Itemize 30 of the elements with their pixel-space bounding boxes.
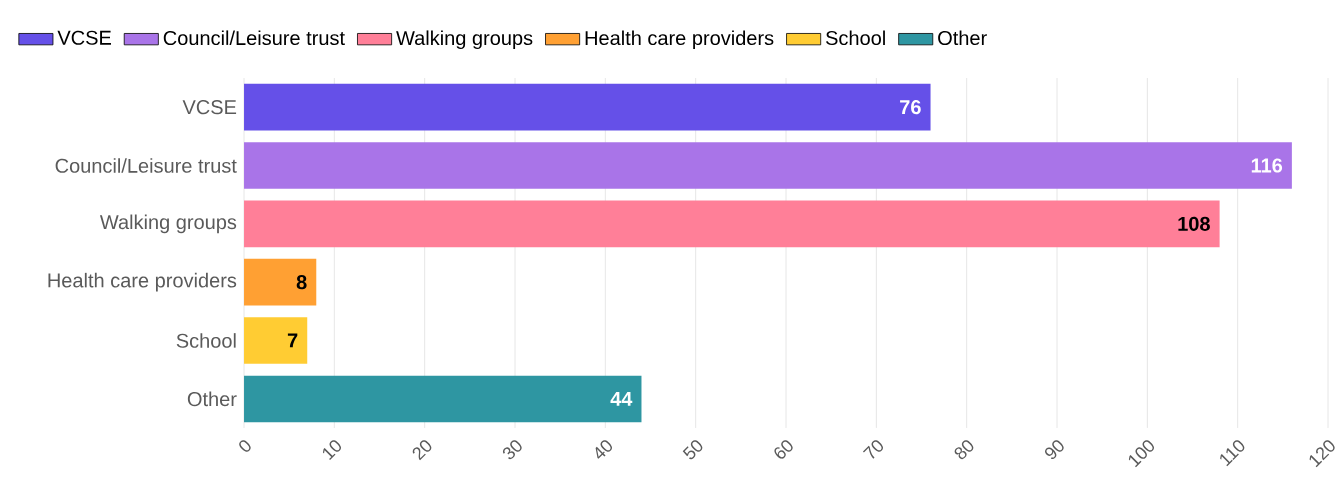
- legend-label: Council/Leisure trust: [163, 30, 345, 46]
- x-tick-label: 30: [502, 440, 522, 460]
- x-tick-label: 50: [682, 440, 703, 460]
- data-label: 76: [900, 100, 921, 115]
- x-tick-label: 120: [1309, 440, 1335, 468]
- legend-label: School: [826, 30, 885, 46]
- data-label: 116: [1251, 158, 1283, 173]
- data-label: 7: [287, 333, 298, 348]
- x-tick-label: 90: [1044, 440, 1064, 460]
- x-tick-label: 60: [774, 440, 793, 459]
- x-tick-label: 10: [322, 440, 341, 461]
- legend-label: Walking groups: [396, 30, 533, 50]
- x-tick-label: 0: [239, 440, 251, 452]
- y-tick-label: Walking groups: [99, 214, 237, 234]
- y-tick-label: School: [176, 333, 236, 348]
- x-tick-label: 80: [954, 440, 974, 460]
- data-label: 44: [610, 391, 633, 406]
- y-tick-label: VCSE: [182, 100, 237, 115]
- legend-label: Health care providers: [585, 30, 774, 50]
- legend-label: Other: [938, 30, 987, 46]
- y-tick-label: Council/Leisure trust: [55, 158, 237, 173]
- x-tick-label: 70: [862, 440, 883, 459]
- y-tick-label: Health care providers: [48, 272, 237, 292]
- x-tick-label: 110: [1220, 440, 1245, 467]
- x-tick-label: 40: [595, 440, 612, 459]
- x-tick-label: 20: [412, 440, 432, 461]
- y-tick-label: Other: [187, 391, 237, 407]
- data-label: 108: [1178, 216, 1210, 231]
- data-label: 8: [296, 275, 307, 290]
- x-tick-label: 100: [1128, 440, 1154, 468]
